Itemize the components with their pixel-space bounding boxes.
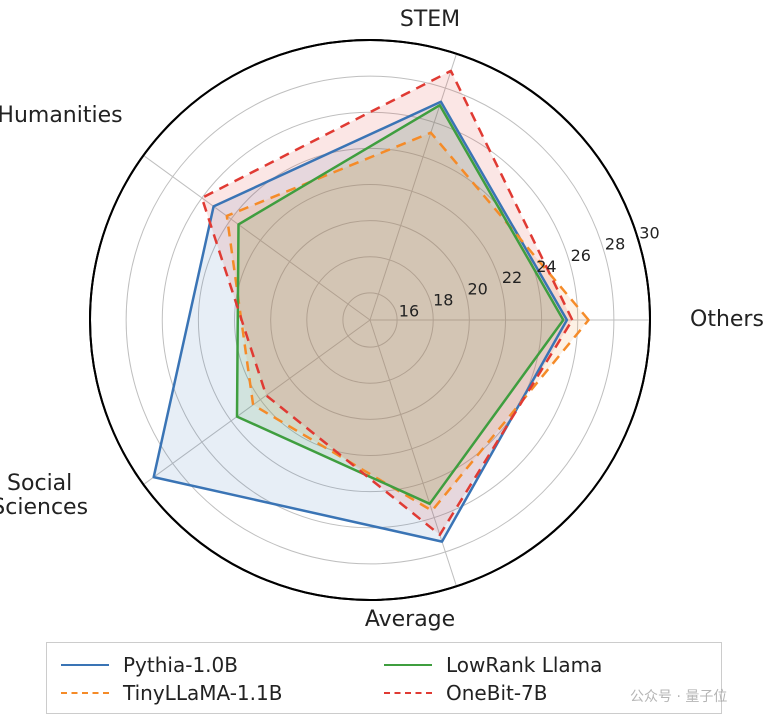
legend-label: OneBit-7B [446, 681, 548, 705]
legend: Pythia-1.0B LowRank Llama TinyLLaMA-1.1B On… [46, 642, 722, 714]
legend-label: Pythia-1.0B [123, 653, 238, 677]
legend-item: Pythia-1.0B [61, 651, 384, 679]
legend-swatch [384, 683, 432, 703]
legend-item: TinyLLaMA-1.1B [61, 679, 384, 707]
legend-item: OneBit-7B [384, 679, 707, 707]
legend-label: LowRank Llama [446, 653, 602, 677]
radar-chart: 1618202224262830 OthersSTEMHumanitiesSoc… [0, 0, 768, 726]
legend-swatch [384, 655, 432, 675]
tick-label: 30 [639, 223, 659, 242]
legend-swatch [61, 683, 109, 703]
radar-svg: 1618202224262830 [0, 0, 768, 726]
legend-swatch [61, 655, 109, 675]
legend-label: TinyLLaMA-1.1B [123, 681, 282, 705]
legend-item: LowRank Llama [384, 651, 707, 679]
